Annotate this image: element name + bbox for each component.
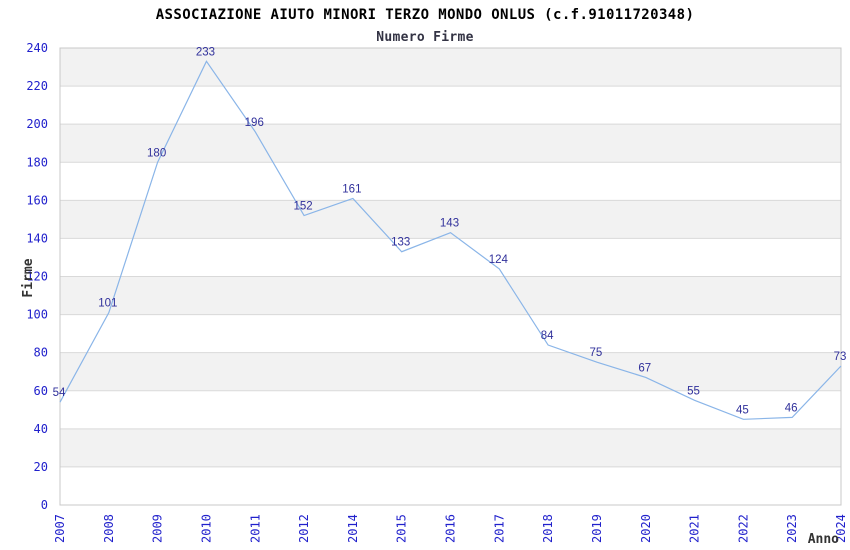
y-tick-label: 180 bbox=[26, 155, 48, 169]
x-tick-label: 2007 bbox=[53, 514, 67, 543]
x-tick-label: 2022 bbox=[736, 514, 750, 543]
data-point-label: 143 bbox=[440, 218, 459, 230]
y-tick-label: 20 bbox=[34, 460, 48, 474]
data-point-label: 196 bbox=[245, 117, 264, 129]
band-white bbox=[60, 466, 841, 505]
x-tick-label: 2021 bbox=[688, 514, 702, 543]
y-tick-label: 0 bbox=[41, 498, 48, 512]
band-gray bbox=[60, 352, 841, 391]
data-point-label: 67 bbox=[638, 362, 651, 374]
x-tick-label: 2015 bbox=[395, 514, 409, 543]
y-tick-label: 240 bbox=[26, 41, 48, 55]
y-tick-label: 80 bbox=[34, 346, 48, 360]
x-tick-label: 2008 bbox=[102, 514, 116, 543]
x-axis-title: Anno bbox=[808, 532, 839, 547]
y-tick-label: 120 bbox=[26, 270, 48, 284]
x-tick-label: 2014 bbox=[346, 514, 360, 543]
data-point-label: 124 bbox=[489, 254, 509, 266]
x-tick-label: 2011 bbox=[248, 514, 262, 543]
data-point-label: 84 bbox=[541, 330, 554, 342]
data-line bbox=[59, 60, 842, 420]
band-gray bbox=[60, 428, 841, 467]
data-point-label: 101 bbox=[98, 298, 117, 310]
y-axis-title: Firme bbox=[21, 258, 36, 297]
y-tick-label: 160 bbox=[26, 193, 48, 207]
data-point-label: 233 bbox=[196, 46, 215, 58]
band-gray bbox=[60, 124, 841, 163]
y-tick-label: 200 bbox=[26, 117, 48, 131]
y-axis-tick-labels: 0 20 40 60 80 100 120 140 160 180 200 220 240 bbox=[26, 41, 48, 512]
band-white bbox=[60, 314, 841, 353]
data-point-label: 161 bbox=[342, 183, 361, 195]
chart-subtitle: Numero Firme bbox=[376, 30, 474, 45]
data-point-label: 133 bbox=[391, 237, 410, 249]
gridlines bbox=[60, 85, 841, 468]
x-tick-label: 2016 bbox=[444, 514, 458, 543]
chart-title: ASSOCIAZIONE AIUTO MINORI TERZO MONDO ON… bbox=[156, 7, 695, 23]
x-tick-label: 2010 bbox=[199, 514, 213, 543]
data-point-label: 152 bbox=[293, 201, 312, 213]
band-white bbox=[60, 162, 841, 201]
y-tick-label: 40 bbox=[34, 422, 48, 436]
band-gray bbox=[60, 48, 841, 87]
x-tick-label: 2020 bbox=[639, 514, 653, 543]
x-tick-label: 2012 bbox=[297, 514, 311, 543]
data-point-label: 73 bbox=[834, 351, 847, 363]
y-tick-label: 220 bbox=[26, 79, 48, 93]
data-point-label: 54 bbox=[53, 387, 66, 399]
x-tick-label: 2009 bbox=[151, 514, 165, 543]
y-tick-label: 100 bbox=[26, 308, 48, 322]
x-tick-label: 2024 bbox=[834, 514, 848, 543]
data-point-label: 180 bbox=[147, 147, 166, 159]
band-white bbox=[60, 86, 841, 125]
data-point-label: 46 bbox=[785, 402, 798, 414]
band-gray bbox=[60, 276, 841, 315]
x-tick-label: 2023 bbox=[785, 514, 799, 543]
x-tick-label: 2018 bbox=[541, 514, 555, 543]
band-white bbox=[60, 390, 841, 429]
band-white bbox=[60, 238, 841, 277]
y-tick-label: 140 bbox=[26, 231, 48, 245]
data-point-label: 45 bbox=[736, 404, 749, 416]
x-tick-label: 2017 bbox=[492, 514, 506, 543]
data-point-label: 55 bbox=[687, 385, 700, 397]
y-tick-label: 60 bbox=[34, 384, 48, 398]
plot-border bbox=[59, 47, 842, 506]
data-labels: 54 101 180 233 196 152 161 133 143 124 84 75 67 55 45 4… bbox=[53, 46, 847, 416]
x-axis-tick-labels: 2007 2008 2009 2010 2011 2012 2014 2015 2016 2017… bbox=[53, 514, 848, 543]
x-tick-label: 2019 bbox=[590, 514, 604, 543]
data-point-label: 75 bbox=[590, 347, 603, 359]
